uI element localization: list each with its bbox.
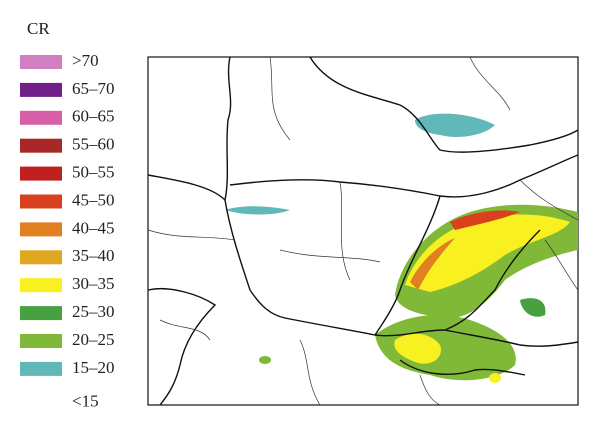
precipitation <box>225 113 578 383</box>
legend-label: >70 <box>72 51 99 70</box>
legend-swatch <box>20 82 62 97</box>
legend-label: 35–40 <box>72 246 115 265</box>
echo-area <box>405 214 570 292</box>
legend-label: 55–60 <box>72 135 115 154</box>
legend-label: 50–55 <box>72 163 115 182</box>
echo-area <box>410 238 455 290</box>
legend-label: 15–20 <box>72 358 115 377</box>
legend-label: 65–70 <box>72 79 115 98</box>
legend-title: CR <box>27 19 50 38</box>
legend-swatch <box>20 194 62 209</box>
echo-area <box>489 373 501 383</box>
legend-swatch <box>20 334 62 348</box>
legend-label: 40–45 <box>72 218 115 237</box>
echo-area <box>520 298 546 317</box>
legend-swatch <box>20 110 62 125</box>
echo-area <box>259 356 271 364</box>
borders <box>147 56 579 406</box>
legend-swatch <box>20 222 62 237</box>
echo-area <box>450 210 520 230</box>
legend-label: 25–30 <box>72 302 115 321</box>
legend: >70 65–70 60–65 55–60 50–55 45–50 40–45 35–40 30… <box>20 51 115 411</box>
legend-swatch <box>20 250 62 265</box>
map <box>147 56 579 406</box>
legend-label: 30–35 <box>72 274 115 293</box>
legend-swatch <box>20 55 62 69</box>
legend-swatch <box>20 138 62 153</box>
legend-swatch <box>20 306 62 321</box>
legend-swatch <box>20 278 62 293</box>
legend-label: 45–50 <box>72 190 115 209</box>
echo-area <box>375 315 516 381</box>
legend-label: <15 <box>72 392 99 411</box>
legend-swatch <box>20 361 62 376</box>
echo-area <box>225 206 290 215</box>
legend-swatch <box>20 166 62 181</box>
legend-label: 20–25 <box>72 330 115 349</box>
legend-label: 60–65 <box>72 107 115 126</box>
echo-area <box>415 113 495 137</box>
echo-area <box>394 333 441 364</box>
